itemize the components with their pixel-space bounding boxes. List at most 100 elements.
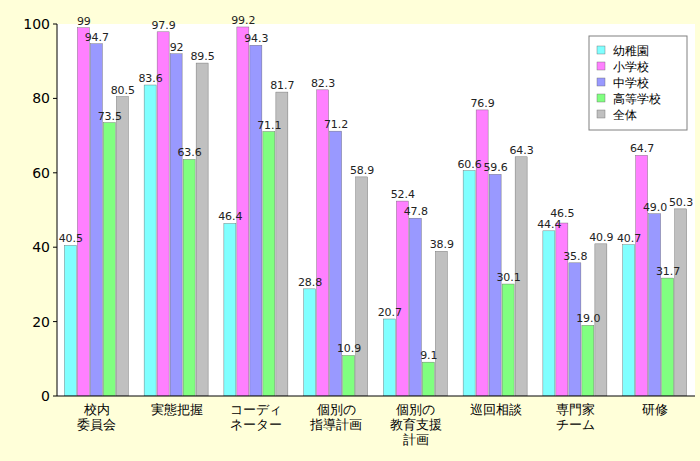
tick-mark (53, 98, 57, 99)
category-label-line: 個別の (317, 402, 356, 417)
data-label: 31.7 (656, 265, 681, 278)
bar (662, 278, 674, 396)
legend-swatch (597, 62, 605, 70)
legend-label: 幼稚園 (613, 44, 649, 58)
data-label: 71.2 (324, 118, 349, 131)
bar (636, 155, 648, 396)
data-labels: 40.59994.773.580.583.697.99263.689.546.4… (59, 14, 694, 362)
category-label-line: 実態把握 (151, 402, 203, 417)
bar (157, 32, 169, 396)
x-axis (57, 396, 695, 397)
bar (116, 97, 128, 396)
bar (317, 90, 329, 396)
category-label-line: 専門家 (556, 402, 595, 417)
category-label: 実態把握 (151, 402, 203, 417)
bar (582, 325, 594, 396)
data-label: 81.7 (270, 79, 295, 92)
tick-label: 100 (23, 16, 50, 32)
category-label-line: 巡回相談 (470, 402, 522, 417)
data-label: 19.0 (576, 312, 601, 325)
category-label-line: 校内 (83, 402, 110, 417)
data-label: 40.5 (59, 232, 84, 245)
data-label: 64.3 (509, 144, 534, 157)
data-label: 58.9 (350, 164, 375, 177)
category-label: 専門家チーム (556, 402, 595, 432)
data-label: 20.7 (378, 306, 403, 319)
data-label: 10.9 (337, 342, 362, 355)
data-label: 60.6 (457, 158, 482, 171)
bar (435, 251, 447, 396)
bar (330, 131, 342, 396)
data-label: 46.5 (550, 207, 575, 220)
data-label: 40.9 (589, 231, 614, 244)
bar (196, 63, 208, 396)
tick-label: 60 (32, 165, 50, 181)
bar (90, 44, 102, 396)
legend-label: 高等学校 (613, 92, 661, 106)
legend-swatch (597, 94, 605, 102)
data-label: 49.0 (643, 201, 668, 214)
bar (64, 245, 76, 396)
background (0, 0, 700, 461)
data-label: 50.3 (669, 196, 694, 209)
y-axis (57, 24, 58, 396)
bar (356, 177, 368, 396)
tick-label: 40 (32, 239, 50, 255)
bar (543, 231, 555, 396)
data-label: 9.1 (420, 349, 438, 362)
category-label: コーディネーター (230, 402, 282, 432)
bar (383, 319, 395, 396)
data-label: 28.8 (298, 276, 323, 289)
bar (276, 92, 288, 396)
bar (476, 110, 488, 396)
legend-label: 全体 (613, 108, 637, 122)
bar (623, 245, 635, 396)
tick-label: 80 (32, 90, 50, 106)
data-label: 83.6 (138, 72, 163, 85)
data-label: 30.1 (496, 271, 521, 284)
data-label: 71.1 (257, 119, 282, 132)
legend-swatch (597, 46, 605, 54)
bar (144, 85, 156, 396)
data-label: 99 (77, 15, 91, 28)
data-label: 52.4 (391, 188, 416, 201)
data-label: 73.5 (98, 110, 123, 123)
data-label: 76.9 (470, 97, 495, 110)
bar (304, 289, 316, 396)
bar (250, 45, 262, 396)
plot-area (57, 24, 695, 396)
data-label: 80.5 (111, 84, 136, 97)
bar (103, 123, 115, 396)
bar (77, 28, 89, 396)
legend-box (589, 36, 687, 130)
tick-label: 0 (41, 388, 50, 404)
category-label: 巡回相談 (470, 402, 522, 417)
bar (489, 174, 501, 396)
legend-label: 小学校 (613, 60, 649, 74)
bar (463, 171, 475, 396)
category-label-line: 指導計画 (309, 417, 362, 432)
legend-swatch (597, 110, 605, 118)
data-label: 92 (170, 41, 184, 54)
category-label: 個別の指導計画 (309, 402, 362, 432)
category-label-line: コーディ (230, 402, 282, 417)
tick-mark (53, 24, 57, 25)
bars (64, 27, 686, 396)
legend-swatch (597, 78, 605, 86)
data-label: 47.8 (404, 205, 429, 218)
data-label: 94.7 (85, 31, 110, 44)
bar (502, 284, 514, 396)
data-label: 46.4 (218, 210, 243, 223)
tick-mark (53, 396, 57, 397)
category-label: 校内委員会 (77, 402, 116, 432)
category-label: 個別の教育支援計画 (390, 402, 442, 447)
category-label-line: 個別の (396, 402, 435, 417)
data-label: 38.9 (430, 238, 455, 251)
data-label: 35.8 (563, 250, 588, 263)
data-label: 64.7 (630, 142, 655, 155)
bar (170, 54, 182, 396)
bar (422, 362, 434, 396)
data-label: 99.2 (231, 14, 256, 27)
category-label-line: ネーター (230, 417, 282, 432)
tick-label: 20 (32, 314, 50, 330)
